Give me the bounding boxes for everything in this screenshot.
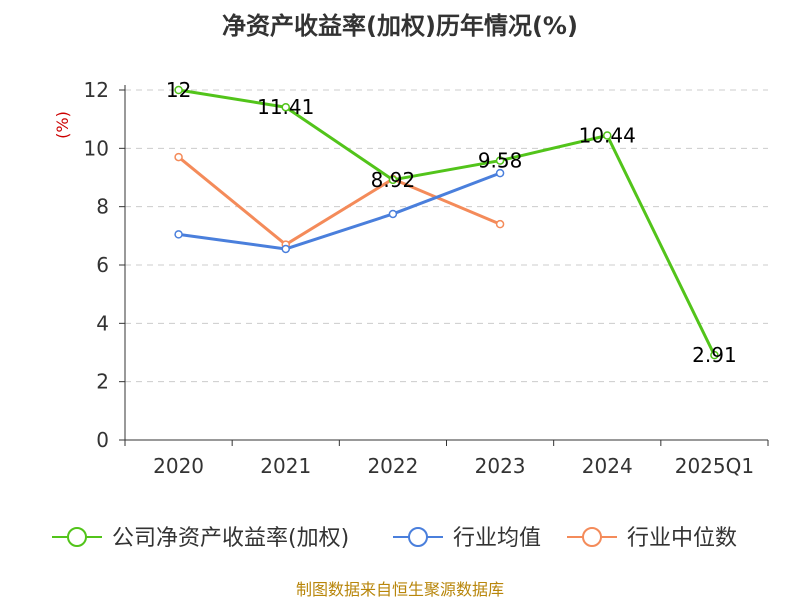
data-label: 11.41 — [257, 95, 314, 119]
data-point — [603, 131, 612, 140]
data-labels: 12 11.41 8.92 9.58 10.44 2.91 — [166, 78, 737, 367]
series-line — [177, 155, 501, 247]
y-axis-label: (%) — [53, 111, 72, 139]
legend-label: 行业中位数 — [627, 526, 737, 551]
series-layer — [174, 85, 719, 360]
data-label: 10.44 — [579, 124, 636, 148]
legend: 公司净资产收益率(加权) 行业均值 行业中位数 — [52, 526, 737, 551]
x-tick-label: 2020 — [153, 454, 204, 478]
series-line — [178, 88, 716, 356]
chart-title: 净资产收益率(加权)历年情况(%) — [222, 12, 578, 40]
data-point — [174, 85, 183, 95]
data-label: 2.91 — [692, 343, 737, 367]
x-tick-label: 2022 — [367, 454, 418, 478]
x-tick-label: 2021 — [260, 454, 311, 478]
legend-marker — [67, 527, 87, 547]
data-point — [281, 102, 290, 112]
data-point — [388, 209, 398, 219]
data-label: 8.92 — [371, 168, 416, 192]
y-tick-label: 2 — [96, 370, 109, 394]
data-point — [174, 230, 183, 239]
y-tick-label: 6 — [96, 253, 109, 277]
grid-lines — [125, 89, 768, 383]
data-point — [710, 350, 719, 360]
x-tick-labels: 2020 2021 2022 2023 2024 2025Q1 — [153, 454, 754, 478]
x-tick-label: 2025Q1 — [675, 454, 754, 478]
data-point — [495, 156, 505, 165]
source-note: 制图数据来自恒生聚源数据库 — [296, 580, 504, 599]
data-point — [174, 152, 183, 162]
x-tick-label: 2024 — [582, 454, 633, 478]
x-tick-label: 2023 — [475, 454, 526, 478]
y-tick-label: 0 — [96, 428, 109, 452]
data-point — [388, 175, 398, 185]
y-tick-label: 4 — [96, 311, 109, 335]
data-label: 9.58 — [478, 149, 523, 173]
legend-label: 行业均值 — [453, 526, 541, 551]
data-label: 12 — [166, 78, 191, 102]
y-tick-label: 10 — [84, 136, 109, 160]
axes — [119, 85, 769, 446]
y-tick-label: 12 — [84, 78, 109, 102]
y-tick-label: 8 — [96, 195, 109, 219]
y-tick-labels: 0 2 4 6 8 10 12 — [84, 78, 109, 452]
data-point — [495, 219, 505, 229]
data-point — [495, 168, 505, 178]
legend-marker — [408, 527, 428, 547]
legend-marker — [582, 527, 602, 547]
data-point — [281, 244, 290, 254]
series-line — [178, 171, 501, 251]
legend-label: 公司净资产收益率(加权) — [112, 526, 349, 551]
